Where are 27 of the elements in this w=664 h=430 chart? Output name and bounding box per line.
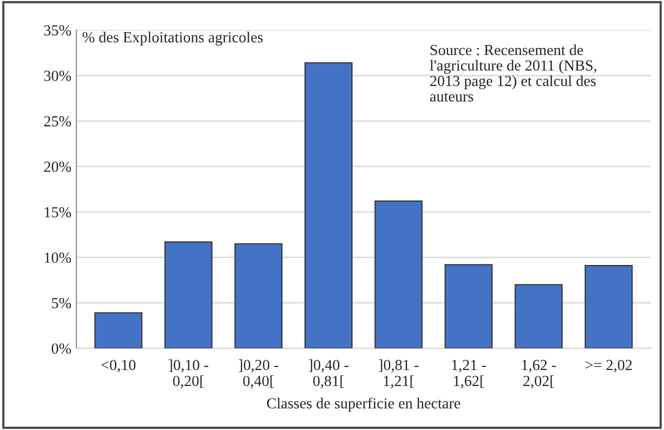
x-axis-title: Classes de superficie en hectare — [267, 398, 460, 412]
x-tick-label: ]0,81 - 1,21[ — [378, 359, 418, 388]
y-tick-label: 35% — [44, 25, 71, 36]
bar — [444, 264, 493, 348]
x-tick-label: ]0,20 - 0,40[ — [238, 359, 278, 388]
bar — [94, 312, 142, 348]
y-tick-label: 5% — [52, 298, 71, 308]
y-tick-label: 0% — [52, 343, 71, 354]
bar — [304, 62, 353, 348]
x-tick-label: 1,21 - 1,62[ — [452, 360, 486, 388]
y-tick-label: 10% — [44, 252, 71, 263]
x-tick-label: ]0,10 - 0,20[ — [168, 359, 208, 388]
bar — [374, 200, 423, 348]
y-tick-label: 25% — [44, 116, 71, 127]
annotation: Source : Recensement de l'agriculture de 2011 (NBS, 2013 page 12) et calcul des auteurs — [430, 44, 596, 102]
bar — [164, 241, 212, 348]
bar — [234, 243, 282, 348]
bar — [584, 265, 633, 348]
y-tick-label: 15% — [44, 207, 71, 218]
x-tick-label: >= 2,02 — [586, 360, 632, 372]
y-tick-label: 20% — [44, 162, 71, 172]
x-tick-label: 1,62 - 2,02[ — [522, 360, 556, 388]
bar — [514, 284, 563, 348]
y-axis-title: % des Exploitations agricoles — [82, 32, 263, 46]
x-tick-label: <0,10 — [101, 360, 136, 372]
y-tick-label: 30% — [44, 70, 71, 82]
x-tick-label: ]0,40 - 0,81[ — [308, 359, 348, 388]
